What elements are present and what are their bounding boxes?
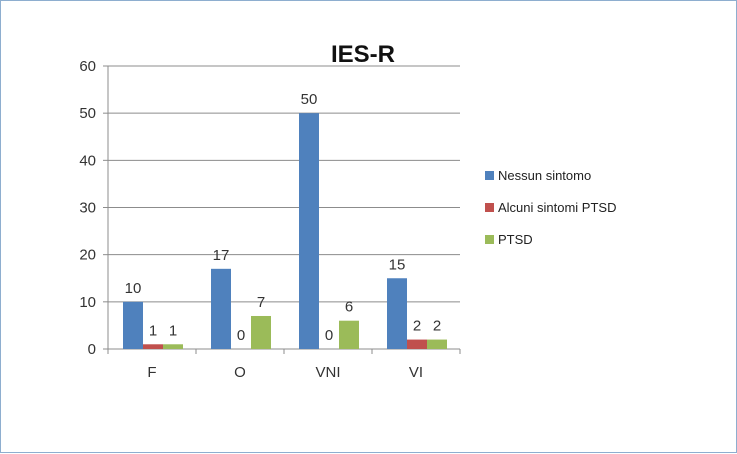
data-label: 0	[325, 327, 333, 344]
y-axis: 0 10 20 30 40 50 60	[79, 58, 109, 358]
y-tick-label: 10	[79, 294, 96, 311]
data-label: 10	[125, 280, 142, 297]
data-label: 17	[213, 247, 230, 264]
y-tick-label: 0	[88, 341, 96, 358]
bar	[251, 315, 271, 349]
data-label: 2	[433, 318, 441, 335]
y-tick-label: 40	[79, 152, 96, 169]
legend-label: PTSD	[498, 232, 533, 247]
x-tick-label: O	[234, 364, 246, 381]
bar	[299, 113, 319, 350]
chart-title: IES-R	[331, 41, 395, 68]
data-label: 7	[257, 294, 265, 311]
data-label: 6	[345, 299, 353, 316]
bar	[387, 278, 407, 349]
legend-label: Alcuni sintomi PTSD	[498, 200, 616, 215]
legend-swatch	[485, 203, 494, 212]
legend-label: Nessun sintomo	[498, 168, 591, 183]
data-label: 2	[413, 318, 421, 335]
data-label: 15	[389, 256, 406, 273]
y-tick-label: 30	[79, 200, 96, 217]
gridlines	[108, 65, 460, 303]
x-axis: F O VNI VI	[107, 348, 461, 381]
data-label: 0	[237, 327, 245, 344]
data-label: 1	[149, 322, 157, 339]
data-label: 50	[301, 91, 318, 108]
bar	[211, 268, 231, 349]
legend-swatch	[485, 235, 494, 244]
legend: Nessun sintomo Alcuni sintomi PTSD PTSD	[485, 168, 616, 247]
bar	[123, 301, 143, 349]
data-label: 1	[169, 322, 177, 339]
x-tick-label: VI	[409, 364, 423, 381]
legend-swatch	[485, 171, 494, 180]
bar	[339, 320, 359, 349]
x-tick-label: VNI	[315, 364, 340, 381]
bar	[407, 339, 427, 349]
y-tick-label: 50	[79, 105, 96, 122]
bar	[143, 344, 163, 349]
y-tick-label: 60	[79, 58, 96, 75]
x-tick-label: F	[147, 364, 156, 381]
bars	[123, 113, 447, 350]
bar	[427, 339, 447, 349]
y-tick-label: 20	[79, 247, 96, 264]
bar	[163, 344, 183, 349]
